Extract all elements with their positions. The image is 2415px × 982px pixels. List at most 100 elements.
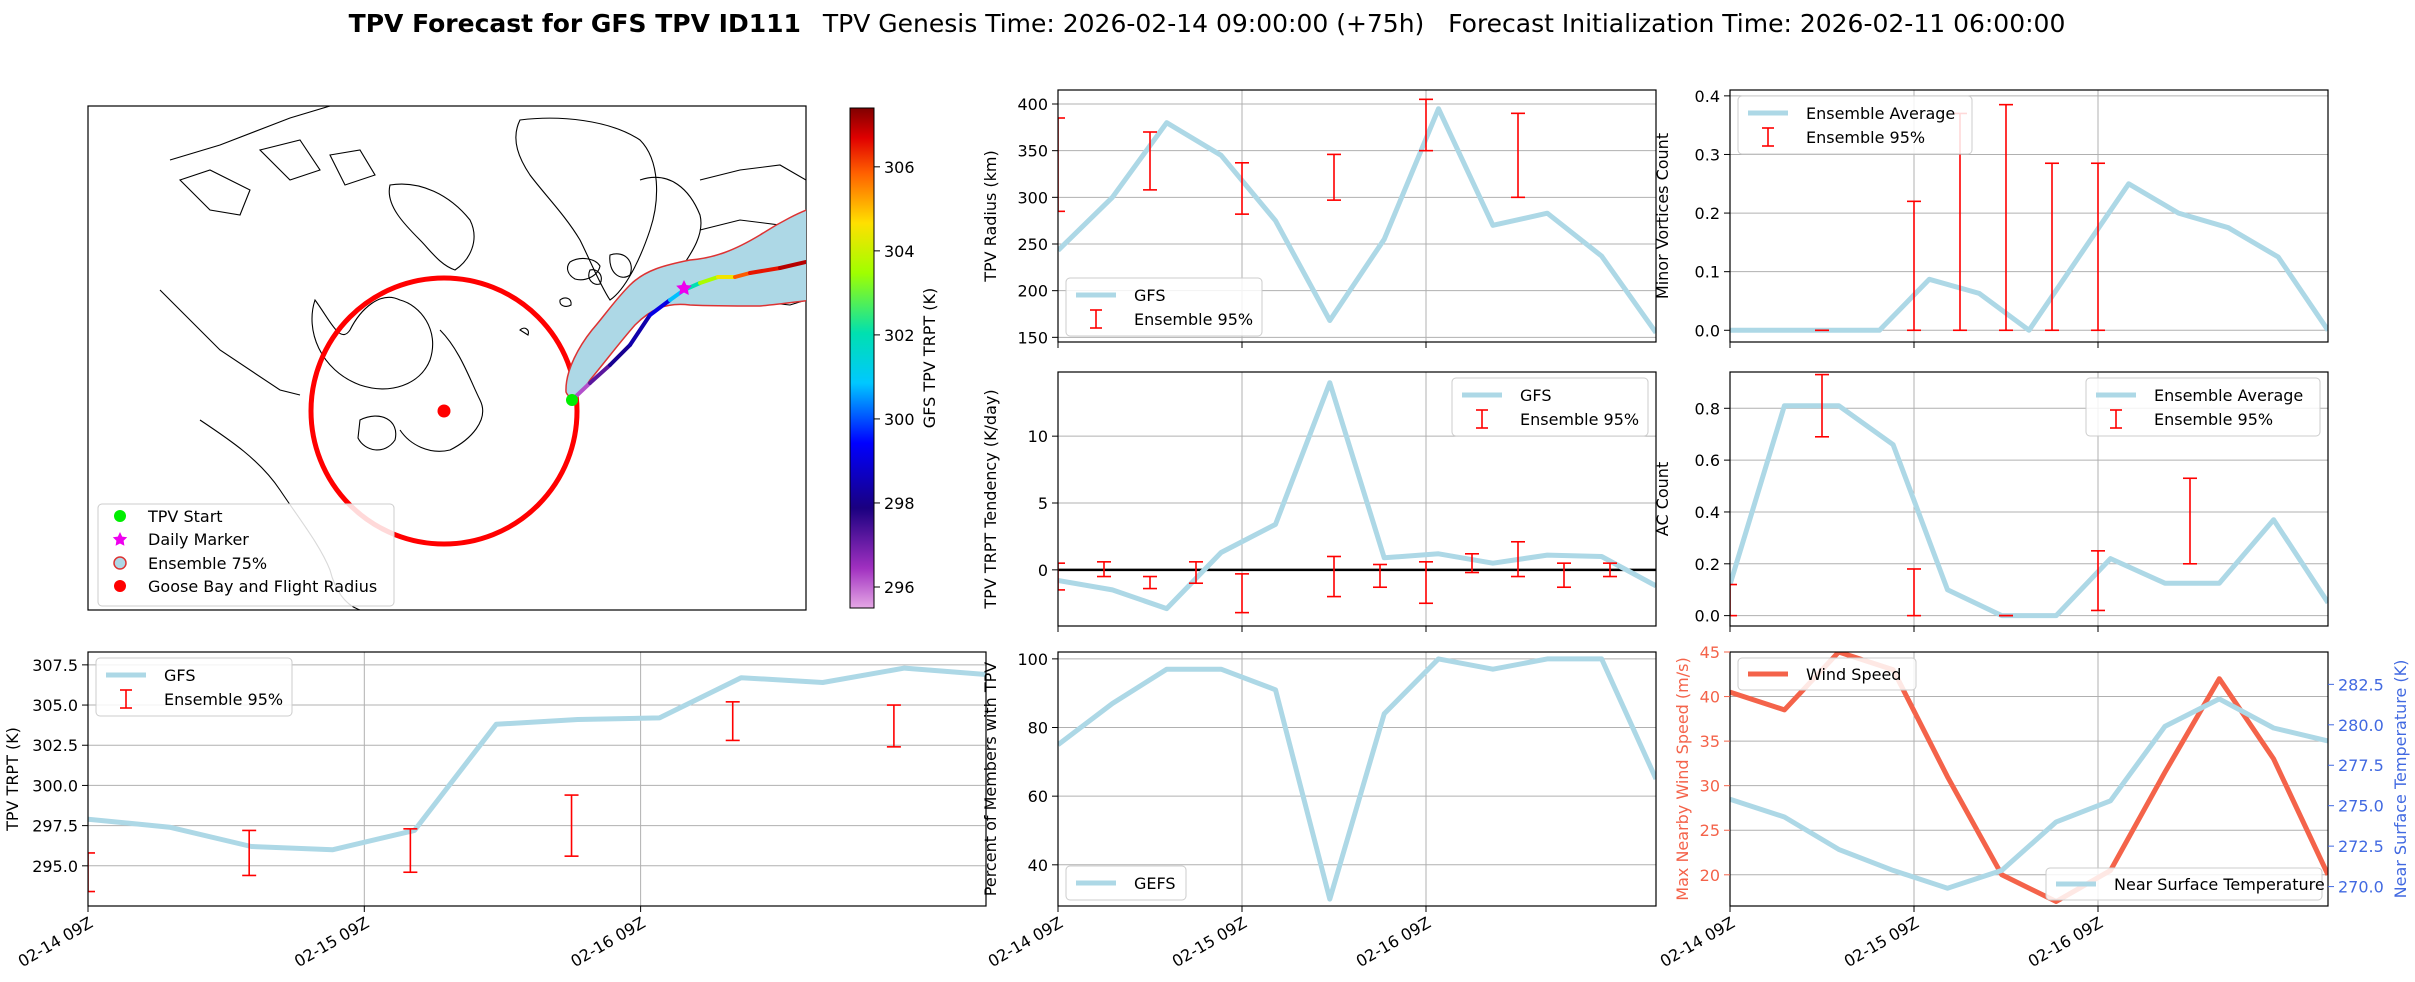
chart-trpt-tendency: 0 5 10 TPV TRPT Tendency (K/day) GFS Ensemble… [981,371,1657,632]
plot-area [1058,98,1656,335]
error-bar [1907,568,1921,617]
y-tick-label: 0.6 [1695,451,1720,470]
y-tick-label: 0.1 [1695,263,1720,282]
y-tick-label: 150 [1017,328,1048,347]
chart-wind-temperature: 20 25 30 35 40 45 Max Nearby Wind Speed (m/s) 2… [1657,643,2410,971]
track-segment [733,271,752,279]
y-tick-label: 60 [1028,787,1048,806]
y-axis-label: TPV Radius (km) [981,150,1000,283]
y-tick-label: 35 [1700,732,1720,751]
track-segment [748,266,782,275]
y-axis-label: Minor Vortices Count [1653,133,1672,299]
legend-tpv-start-icon [114,510,126,522]
y-tick-label: 0.2 [1695,204,1720,223]
y-axis-label: TPV TRPT Tendency (K/day) [981,389,1000,609]
legend-entry: Ensemble 95% [120,689,283,709]
coastlines [159,106,806,610]
legend-entry: Ensemble Average [2096,386,2303,405]
y-tick-label: 300.0 [32,776,78,795]
map-legend: TPV Start Daily Marker Ensemble 75% Goos… [97,503,395,607]
error-bar [725,701,740,742]
legend-daily-marker-icon [112,532,128,546]
y-tick-label: 400 [1017,95,1048,114]
y-tick-label: 5 [1038,494,1048,513]
x-tick-label: 02-15 09Z [1169,913,1250,971]
y-tick-label: 350 [1017,142,1048,161]
error-bar [1235,162,1249,215]
legend-label: GFS [1520,386,1551,405]
title-rest: TPV Genesis Time: 2026-02-14 09:00:00 (+… [822,9,2065,38]
y-tick-label: 297.5 [32,817,78,836]
title-bold: TPV Forecast for GFS TPV ID111 [349,9,801,38]
legend-entry: GFS [1462,386,1551,405]
x-tick-label: 02-14 09Z [15,913,96,971]
error-bar [1419,561,1433,605]
legend-ensemble-icon [113,556,127,570]
error-bar [564,794,579,857]
error-bar [1465,553,1479,574]
error-bar [1189,561,1203,585]
axes-frame [1057,89,1657,343]
track-segment [588,363,612,385]
axes-frame [1057,371,1657,627]
error-bar [1327,555,1341,598]
figure-title: TPV Forecast for GFS TPV ID111 TPV Genesi… [349,9,2066,38]
chart-tpv-radius: 150 200 250 300 350 400 TPV Radius (km) GFS Ense… [981,89,1657,348]
error-bar [1327,153,1341,201]
legend-label: Ensemble Average [1806,104,1955,123]
y2-tick-label: 280.0 [2338,716,2384,735]
error-bar [1373,563,1387,589]
baffin-island [388,183,475,271]
y-tick-label: 0.4 [1695,503,1720,522]
error-bar [403,828,418,874]
error-bar [2091,162,2105,332]
error-bar [88,852,95,893]
colorbar-tick-label: 296 [884,578,915,597]
legend-label: Ensemble 95% [1520,410,1639,429]
colorbar-ticks: 296 298 300 302 304 306 [874,158,915,597]
legend-box [1737,657,1917,691]
legend-goose-bay-icon [114,580,126,592]
y2-tick-label: 277.5 [2338,756,2384,775]
plot-area [1058,656,1656,902]
arctic-border [169,106,331,161]
error-bar [1815,373,1829,438]
europe-borders [699,164,806,306]
y-axis-label: Percent of Members with TPV [981,662,1000,896]
y2-tick-label: 270.0 [2338,878,2384,897]
temperature-line [1730,696,2328,891]
axes-frame [1729,371,2329,627]
legend-entry: Ensemble 95% [1762,127,1925,147]
error-bar [1058,117,1065,213]
y-tick-label: 0 [1038,561,1048,580]
error-bar [886,704,901,748]
y-tick-label: 295.0 [32,857,78,876]
y-axis-label: Max Nearby Wind Speed (m/s) [1673,657,1692,900]
plot-area [1730,373,2328,619]
series-line [1730,181,2328,333]
legend-label: Ensemble 95% [164,690,283,709]
greenland [515,117,658,301]
error-bar [1235,573,1249,614]
y-tick-label: 80 [1028,719,1048,738]
colorbar-tick-label: 300 [884,410,915,429]
y-tick-label: 300 [1017,188,1048,207]
y2-tick-label: 272.5 [2338,837,2384,856]
error-bar [1058,562,1065,591]
x-tick-label: 02-14 09Z [985,913,1066,971]
flight-radius-circle [308,275,580,547]
x-tick-label: 02-14 09Z [1657,913,1738,971]
x-tick-label: 02-16 09Z [2025,913,2106,971]
legend-label: GFS [164,666,195,685]
y-tick-label: 20 [1700,866,1720,885]
legend-box [1737,95,1973,155]
tpv-start-marker [566,394,578,406]
y-tick-label: 45 [1700,643,1720,662]
y-tick-label: 0.8 [1695,399,1720,418]
series-line [88,665,986,853]
legend-tpv-start: TPV Start [147,507,223,526]
error-bar [2183,477,2197,565]
legend-box [1065,865,1187,901]
legend-box [2085,377,2321,437]
